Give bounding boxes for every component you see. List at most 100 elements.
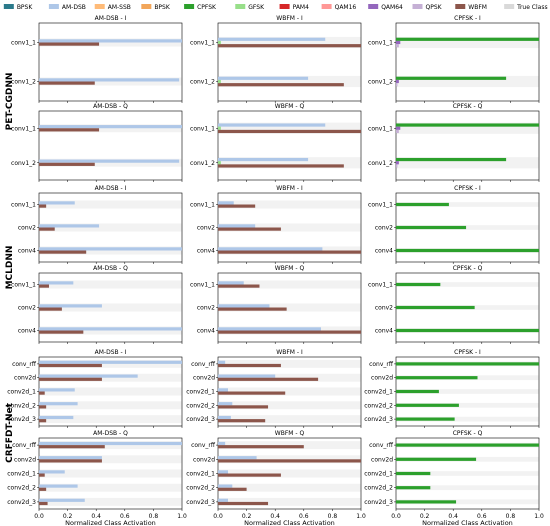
- bar: [396, 417, 455, 421]
- bar: [39, 388, 75, 392]
- layer-label: conv2d: [371, 456, 393, 463]
- x-tick-label: 0.0: [213, 513, 223, 520]
- legend-label: True Class: [516, 4, 547, 11]
- panel: CPFSK - Q conv1_1 conv1_2: [368, 103, 540, 182]
- true-class-band: [396, 75, 539, 88]
- legend-swatch: [412, 4, 423, 9]
- layer-label: conv1_2: [190, 79, 215, 86]
- panel-title: CPFSK - Q: [453, 265, 483, 272]
- layer-label: conv2: [18, 225, 36, 232]
- x-tick-label: 0.4: [448, 513, 458, 520]
- panel-title: WBFM - Q: [275, 103, 305, 110]
- bar: [39, 281, 74, 285]
- bar: [39, 247, 182, 251]
- legend-label: GFSK: [248, 4, 265, 11]
- layer-label: conv2d_1: [7, 471, 36, 478]
- panel-frame: [395, 110, 540, 181]
- model-label: PET-CGDNN: [5, 73, 15, 131]
- true-class-band: [218, 157, 361, 169]
- bar: [396, 471, 431, 476]
- x-tick-label: 0.8: [506, 513, 516, 520]
- layer-label: conv4: [375, 248, 393, 255]
- layer-label: conv1_1: [11, 202, 36, 209]
- bar: [39, 42, 100, 46]
- x-tick-label: 0.4: [270, 513, 280, 520]
- bar: [39, 39, 182, 43]
- x-tick-label: 0.6: [299, 513, 309, 520]
- legend-label: CPFSK: [197, 4, 217, 11]
- bar: [396, 486, 431, 490]
- legend-label: QPSK: [426, 4, 443, 11]
- true-class-band: [218, 303, 361, 312]
- bar: [39, 445, 105, 449]
- x-axes: 0.0 0.2 0.4 0.6 0.8 1.0 Normalized Class Activ…: [34, 513, 544, 526]
- model-label: MCLDNN: [5, 246, 15, 290]
- panel: AM-DSB - I conv1_1 conv2 conv4: [11, 185, 183, 264]
- bar: [396, 225, 467, 230]
- legend-swatch: [184, 4, 195, 9]
- bar: [218, 498, 229, 502]
- panel-frame: [395, 22, 540, 102]
- bar: [218, 402, 233, 406]
- bar: [396, 443, 539, 447]
- layer-label: conv2d_2: [364, 485, 393, 492]
- bar: [396, 83, 398, 87]
- layer-label: conv1_1: [368, 125, 393, 132]
- legend-swatch: [94, 4, 105, 9]
- panel: WBFM - I conv1_1 conv2 conv4: [190, 185, 362, 264]
- bar: [218, 456, 257, 460]
- layer-label: conv_rff: [12, 442, 37, 449]
- bar: [218, 501, 269, 506]
- bar: [39, 501, 48, 506]
- panel-title: CPFSK - Q: [453, 430, 483, 437]
- bar: [218, 415, 231, 420]
- panel: AM-DSB - Q conv_rff conv2d conv2d_1 conv2d_2…: [7, 430, 183, 511]
- bar: [39, 470, 65, 474]
- bar: [218, 161, 221, 165]
- bar: [218, 40, 221, 45]
- bar: [396, 362, 539, 366]
- bar: [396, 376, 478, 380]
- bar: [396, 40, 401, 45]
- panel: WBFM - Q conv1_1 conv2 conv4: [190, 265, 362, 344]
- x-axis-label: Normalized Class Activation: [422, 519, 513, 526]
- bar: [218, 470, 229, 474]
- bar: [218, 83, 344, 87]
- true-class-band: [396, 499, 539, 505]
- bar: [218, 484, 233, 488]
- bar: [218, 224, 256, 228]
- bar: [39, 327, 182, 331]
- layer-label: conv2d_3: [7, 416, 36, 423]
- panel: WBFM - Q conv1_1 conv1_2: [190, 103, 362, 182]
- layer-label: conv2d_2: [7, 485, 36, 492]
- bar: [39, 459, 102, 463]
- x-tick-label: 0.0: [34, 513, 44, 520]
- layer-label: conv1_2: [11, 79, 36, 86]
- layer-label: conv1_2: [368, 79, 393, 86]
- panel-title: CPFSK - I: [454, 349, 481, 356]
- panel: WBFM - I conv_rff conv2d conv2d_1 conv2d_2co…: [186, 349, 362, 428]
- bar: [39, 162, 95, 166]
- bar: [39, 227, 55, 231]
- panel-title: AM-DSB - I: [95, 15, 127, 22]
- layer-label: conv1_1: [11, 125, 36, 132]
- legend-label: AM-SSB: [108, 4, 131, 11]
- panel: WBFM - Q conv_rff conv2d conv2d_1 conv2d_2co…: [186, 430, 362, 511]
- true-class-band: [39, 483, 182, 492]
- true-class-band: [218, 223, 361, 232]
- layer-label: conv1_1: [368, 282, 393, 289]
- legend-swatch: [48, 4, 59, 9]
- bar: [39, 284, 50, 288]
- bar: [218, 201, 234, 205]
- bar: [218, 419, 266, 423]
- legend-swatch: [455, 4, 466, 9]
- bar: [396, 403, 459, 407]
- panel-title: CPFSK - Q: [453, 103, 483, 110]
- bar: [218, 377, 319, 381]
- panel-title: AM-DSB - I: [95, 185, 127, 192]
- bar: [396, 328, 539, 333]
- bar: [39, 304, 102, 308]
- panel-frame: [217, 110, 362, 181]
- true-class-band: [218, 401, 361, 410]
